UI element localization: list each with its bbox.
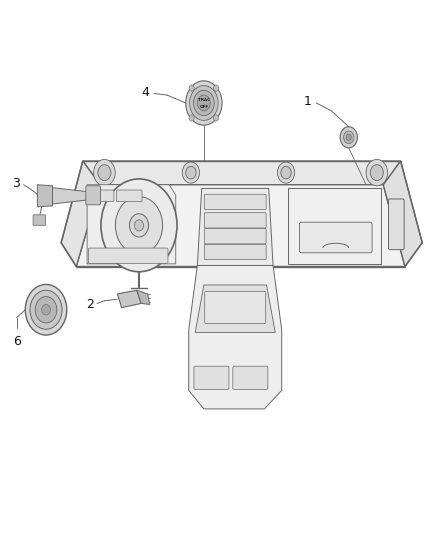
Circle shape: [213, 115, 219, 121]
Text: 1: 1: [304, 95, 312, 108]
Polygon shape: [50, 188, 96, 204]
Text: TRAC: TRAC: [198, 98, 210, 102]
Polygon shape: [195, 285, 275, 333]
Circle shape: [186, 81, 222, 125]
Circle shape: [94, 159, 115, 186]
FancyBboxPatch shape: [300, 222, 372, 253]
FancyBboxPatch shape: [205, 292, 266, 324]
Circle shape: [343, 131, 354, 143]
FancyBboxPatch shape: [204, 213, 266, 228]
Polygon shape: [189, 265, 282, 409]
Circle shape: [98, 165, 111, 181]
Polygon shape: [383, 161, 422, 266]
FancyBboxPatch shape: [117, 190, 142, 201]
FancyBboxPatch shape: [204, 229, 266, 244]
Text: 4: 4: [141, 86, 149, 99]
Circle shape: [35, 296, 57, 323]
Circle shape: [198, 95, 210, 111]
Circle shape: [281, 166, 291, 179]
Circle shape: [371, 165, 383, 181]
Polygon shape: [37, 185, 53, 207]
Polygon shape: [288, 189, 381, 264]
Circle shape: [115, 197, 162, 254]
Text: 3: 3: [12, 177, 20, 190]
Circle shape: [186, 166, 196, 179]
Circle shape: [130, 214, 148, 237]
FancyBboxPatch shape: [233, 366, 268, 390]
Circle shape: [134, 220, 144, 231]
FancyBboxPatch shape: [88, 248, 168, 263]
FancyBboxPatch shape: [204, 194, 266, 209]
Circle shape: [42, 304, 50, 315]
Polygon shape: [198, 189, 273, 265]
Circle shape: [194, 90, 214, 116]
FancyBboxPatch shape: [194, 366, 229, 390]
FancyBboxPatch shape: [389, 199, 404, 249]
Text: 2: 2: [86, 298, 94, 311]
Text: OFF: OFF: [199, 104, 208, 109]
FancyBboxPatch shape: [204, 244, 266, 260]
Circle shape: [346, 134, 351, 140]
Polygon shape: [61, 161, 100, 266]
Circle shape: [340, 127, 357, 148]
Circle shape: [213, 85, 219, 91]
Polygon shape: [137, 290, 150, 304]
Circle shape: [30, 290, 62, 329]
Circle shape: [182, 162, 200, 183]
FancyBboxPatch shape: [86, 186, 100, 205]
Polygon shape: [83, 161, 401, 185]
FancyBboxPatch shape: [33, 215, 46, 225]
Polygon shape: [76, 185, 405, 266]
Circle shape: [190, 86, 218, 120]
Circle shape: [25, 285, 67, 335]
Text: 6: 6: [13, 335, 21, 348]
Circle shape: [277, 162, 295, 183]
Circle shape: [366, 159, 388, 186]
Circle shape: [101, 179, 177, 272]
FancyBboxPatch shape: [88, 190, 114, 201]
Polygon shape: [87, 185, 176, 264]
Polygon shape: [117, 290, 141, 308]
Circle shape: [189, 85, 194, 91]
Circle shape: [189, 115, 194, 121]
